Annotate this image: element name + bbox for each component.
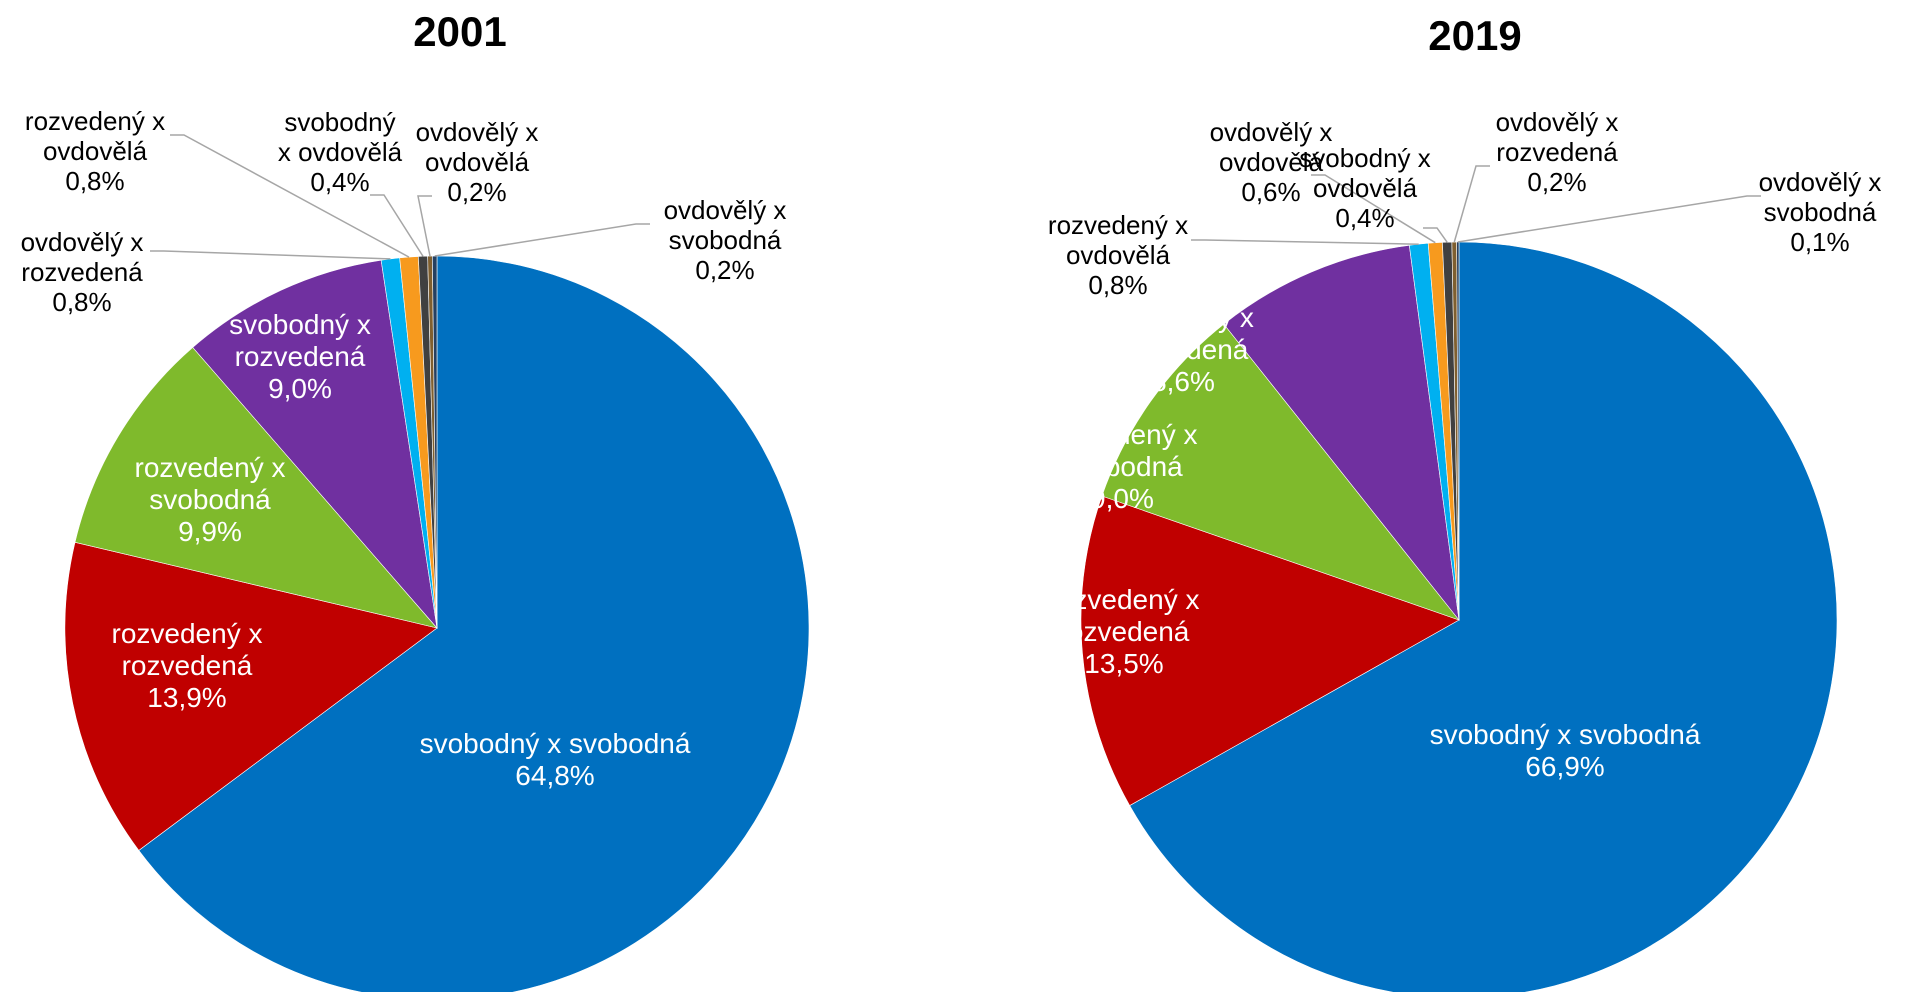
pie-slices [64,255,810,992]
slice-label-svobodny-x-rozvedena: svobodný x rozvedená 9,0% [229,309,371,404]
slice-label-svobodny-x-svobodna: svobodný x svobodná 66,9% [1430,719,1701,782]
slice-label-ovdovely-x-svobodna: ovdovělý x svobodná 0,1% [1759,167,1882,257]
slice-label-svobodny-x-ovdovela: svobodný x ovdovělá 0,4% [1299,143,1431,233]
leader-line-ovdovely-x-rozvedena [1453,165,1490,243]
leader-line-ovdovely-x-ovdovela [1311,174,1436,244]
slice-label-rozvedeny-x-rozvedena: rozvedený x rozvedená 13,9% [112,618,263,713]
slice-label-rozvedeny-x-rozvedena: rozvedený x rozvedená 13,5% [1049,584,1200,679]
leader-line-ovdovely-x-ovdovela [417,195,432,257]
leader-line-svobodny-x-ovdovela [1423,227,1448,243]
pie-slice-rozvedeny-x-rozvedena [1080,495,1460,806]
leader-line-rozvedeny-x-ovdovela [1191,239,1419,245]
pie-slices [1080,241,1838,992]
slice-label-ovdovely-x-ovdovela: ovdovělý x ovdovělá 0,6% [1210,117,1333,207]
pie-slice-rozvedeny-x-rozvedena [64,541,438,851]
slice-label-rozvedeny-x-ovdovela: rozvedený x ovdovělá 0,8% [1048,210,1188,300]
slice-label-svobodny-x-ovdovela: svobodný x ovdovělá 0,4% [278,107,403,197]
slice-label-svobodny-x-rozvedena: svobodný x rozvedená 8,6% [1112,302,1254,397]
pie-slice-svobodny-x-rozvedena [1223,244,1460,622]
pie-labels: svobodný x svobodná 64,8% rozvedený x rozve… [21,106,787,791]
leader-line-ovdovely-x-svobodna [1457,195,1761,243]
slice-label-ovdovely-x-ovdovela: ovdovělý x ovdovělá 0,2% [416,117,539,207]
pie-slice-svobodny-x-svobodna [138,255,810,992]
leader-line-rozvedeny-x-ovdovela [170,134,410,258]
pie-labels: svobodný x svobodná 66,9% rozvedený x rozve… [1047,107,1882,782]
chart-title: 2001 [413,8,506,55]
pie-slice-rozvedeny-x-svobodna [74,346,438,629]
slice-label-ovdovely-x-rozvedena: ovdovělý x rozvedená 0,2% [1496,107,1619,197]
chart-title: 2019 [1428,12,1521,59]
pie-slice-svobodny-x-svobodna [1129,241,1838,992]
leader-line-ovdovely-x-rozvedena [150,250,391,260]
slice-label-svobodny-x-svobodna: svobodný x svobodná 64,8% [420,728,691,791]
slice-label-ovdovely-x-rozvedena: ovdovělý x rozvedená 0,8% [21,227,144,317]
pie-slice-rozvedeny-x-svobodna [1101,323,1460,621]
slice-label-ovdovely-x-svobodna: ovdovělý x svobodná 0,2% [664,195,787,285]
leader-line-svobodny-x-ovdovela [370,194,424,257]
pie-slice-svobodny-x-rozvedena [192,259,438,629]
slice-label-rozvedeny-x-svobodna: rozvedený x svobodná 9,0% [1047,419,1198,514]
leader-line-ovdovely-x-svobodna [434,223,650,257]
slice-label-rozvedeny-x-svobodna: rozvedený x svobodná 9,9% [135,452,286,547]
slice-label-rozvedeny-x-ovdovela: rozvedený x ovdovělá 0,8% [25,106,165,196]
